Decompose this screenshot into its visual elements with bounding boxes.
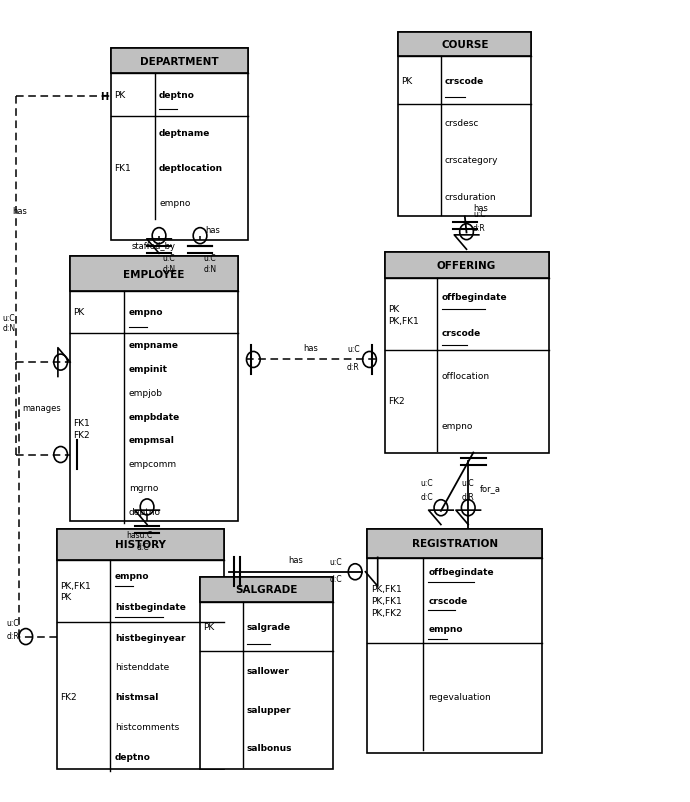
Text: for_a: for_a xyxy=(480,484,501,493)
Text: d:C: d:C xyxy=(330,575,342,584)
Text: PK: PK xyxy=(114,91,125,100)
FancyBboxPatch shape xyxy=(384,253,549,453)
Text: u:C
d:N: u:C d:N xyxy=(2,314,15,333)
Text: empno: empno xyxy=(442,422,473,431)
Text: u:C: u:C xyxy=(420,478,433,487)
Text: d:C: d:C xyxy=(420,492,433,501)
Text: PK: PK xyxy=(401,77,412,86)
Text: mgrno: mgrno xyxy=(129,484,158,492)
Text: crsduration: crsduration xyxy=(445,192,497,201)
Text: d:R: d:R xyxy=(7,631,19,640)
FancyBboxPatch shape xyxy=(384,253,549,279)
Text: u:C: u:C xyxy=(462,478,474,487)
FancyBboxPatch shape xyxy=(368,529,542,752)
Text: COURSE: COURSE xyxy=(441,40,489,51)
Text: histcomments: histcomments xyxy=(115,722,179,731)
Text: has: has xyxy=(12,207,27,216)
Text: histmsal: histmsal xyxy=(115,692,159,701)
Text: empjob: empjob xyxy=(129,388,163,398)
Text: deptname: deptname xyxy=(159,129,210,138)
Text: has: has xyxy=(473,205,488,213)
Text: empno: empno xyxy=(428,624,463,634)
Text: d:R: d:R xyxy=(473,224,486,233)
Text: OFFERING: OFFERING xyxy=(437,261,496,271)
Text: empbdate: empbdate xyxy=(129,412,180,421)
FancyBboxPatch shape xyxy=(70,257,237,291)
Text: empmsal: empmsal xyxy=(129,436,175,445)
Text: offbegindate: offbegindate xyxy=(442,293,508,302)
Text: offbegindate: offbegindate xyxy=(428,568,494,577)
Text: hasu:C: hasu:C xyxy=(126,530,152,539)
Text: PK,FK1
PK,FK1
PK,FK2: PK,FK1 PK,FK1 PK,FK2 xyxy=(371,584,402,617)
Text: d:R: d:R xyxy=(462,492,474,501)
Text: deptno: deptno xyxy=(115,751,151,760)
Text: FK1: FK1 xyxy=(114,164,130,172)
Text: empno: empno xyxy=(129,308,164,317)
Text: PK: PK xyxy=(203,622,214,631)
Text: PK
PK,FK1: PK PK,FK1 xyxy=(388,305,419,326)
Text: empcomm: empcomm xyxy=(129,460,177,468)
Text: PK: PK xyxy=(74,308,85,317)
Text: u:C: u:C xyxy=(473,210,486,219)
Text: histbegindate: histbegindate xyxy=(115,602,186,611)
Text: deptno: deptno xyxy=(159,91,195,100)
Text: u:C
d:N: u:C d:N xyxy=(162,254,175,273)
FancyBboxPatch shape xyxy=(200,577,333,768)
Text: empname: empname xyxy=(129,341,179,350)
Text: crscode: crscode xyxy=(442,329,481,338)
Text: FK1
FK2: FK1 FK2 xyxy=(74,418,90,439)
Text: d:R: d:R xyxy=(347,363,359,371)
Text: has: has xyxy=(288,556,303,565)
Text: u:C: u:C xyxy=(7,618,19,627)
Text: offlocation: offlocation xyxy=(442,371,490,380)
Text: PK,FK1
PK: PK,FK1 PK xyxy=(60,581,90,602)
Text: deptlocation: deptlocation xyxy=(159,164,223,172)
Text: salupper: salupper xyxy=(246,705,291,714)
Text: crscategory: crscategory xyxy=(445,156,498,164)
FancyBboxPatch shape xyxy=(111,50,248,241)
Text: empno: empno xyxy=(159,198,190,207)
Text: regevaluation: regevaluation xyxy=(428,692,491,701)
Text: staffed_by: staffed_by xyxy=(132,242,176,251)
Text: crsdesc: crsdesc xyxy=(445,119,480,128)
Text: DEPARTMENT: DEPARTMENT xyxy=(140,57,219,67)
Text: u:C: u:C xyxy=(347,345,359,354)
Text: REGISTRATION: REGISTRATION xyxy=(411,538,497,549)
Text: HISTORY: HISTORY xyxy=(115,540,166,549)
FancyBboxPatch shape xyxy=(57,529,224,768)
Text: d:C: d:C xyxy=(137,542,150,551)
Text: FK2: FK2 xyxy=(388,396,404,406)
FancyBboxPatch shape xyxy=(57,529,224,560)
Text: u:C: u:C xyxy=(330,557,342,566)
Text: salgrade: salgrade xyxy=(246,622,290,631)
Text: histbeginyear: histbeginyear xyxy=(115,633,186,642)
Text: empno: empno xyxy=(115,571,150,580)
Text: sallower: sallower xyxy=(246,666,290,675)
FancyBboxPatch shape xyxy=(111,50,248,75)
FancyBboxPatch shape xyxy=(70,257,237,520)
FancyBboxPatch shape xyxy=(368,529,542,558)
Text: deptno: deptno xyxy=(129,507,161,516)
Text: crscode: crscode xyxy=(428,596,468,605)
Text: SALGRADE: SALGRADE xyxy=(235,585,298,594)
Text: u:C
d:N: u:C d:N xyxy=(204,254,217,273)
Text: manages: manages xyxy=(22,403,61,412)
Text: has: has xyxy=(304,343,319,352)
Text: salbonus: salbonus xyxy=(246,743,292,752)
FancyBboxPatch shape xyxy=(398,34,531,217)
FancyBboxPatch shape xyxy=(200,577,333,602)
Text: FK2: FK2 xyxy=(60,692,77,701)
Text: H: H xyxy=(99,92,108,103)
FancyBboxPatch shape xyxy=(398,34,531,57)
Text: has: has xyxy=(206,226,220,235)
Text: crscode: crscode xyxy=(445,77,484,86)
Text: empinit: empinit xyxy=(129,365,168,374)
Text: histenddate: histenddate xyxy=(115,662,169,671)
Text: EMPLOYEE: EMPLOYEE xyxy=(124,269,185,279)
